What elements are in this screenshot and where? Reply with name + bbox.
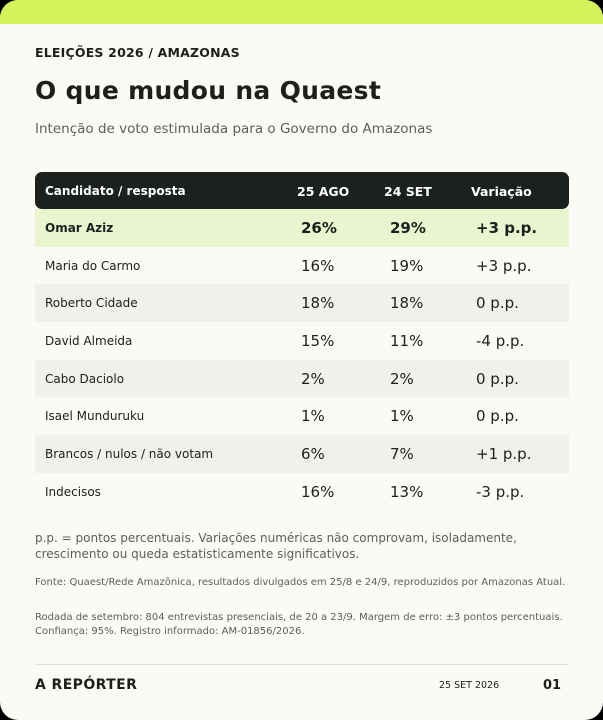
row-aug: 26% bbox=[301, 219, 337, 237]
row-aug: 1% bbox=[301, 407, 325, 426]
accent-bar bbox=[0, 0, 603, 24]
page-number: 01 bbox=[543, 678, 562, 693]
table-row: Indecisos 16% 13% -3 p.p. bbox=[35, 473, 569, 511]
methodology-note: Rodada de setembro: 804 entrevistas pres… bbox=[35, 612, 563, 637]
row-candidate: Isael Munduruku bbox=[45, 409, 145, 424]
row-candidate: Maria do Carmo bbox=[45, 258, 141, 273]
footer-divider bbox=[35, 664, 569, 665]
row-sep: 18% bbox=[390, 294, 424, 313]
table-row: Cabo Daciolo 2% 2% 0 p.p. bbox=[35, 359, 569, 398]
section-kicker: ELEIÇÕES 2026 / AMAZONAS bbox=[35, 45, 240, 60]
row-change: +3 p.p. bbox=[476, 256, 532, 275]
row-change: +3 p.p. bbox=[476, 219, 538, 237]
row-change: +1 p.p. bbox=[476, 445, 532, 464]
row-candidate: Brancos / nulos / não votam bbox=[45, 447, 214, 462]
row-candidate: Omar Aziz bbox=[45, 221, 114, 235]
row-sep: 1% bbox=[390, 407, 414, 426]
publish-date: 25 SET 2026 bbox=[439, 680, 500, 691]
row-aug: 16% bbox=[301, 256, 335, 275]
header-sep: 24 SET bbox=[384, 184, 432, 199]
poll-table: Candidato / resposta 25 AGO 24 SET Varia… bbox=[35, 172, 569, 511]
row-change: -3 p.p. bbox=[476, 482, 525, 501]
page-title: O que mudou na Quaest bbox=[35, 76, 382, 105]
table-row: David Almeida 15% 11% -4 p.p. bbox=[35, 322, 569, 360]
row-aug: 2% bbox=[301, 369, 325, 388]
row-candidate: David Almeida bbox=[45, 334, 133, 349]
row-candidate: Cabo Daciolo bbox=[45, 371, 125, 386]
row-sep: 13% bbox=[390, 482, 424, 501]
row-change: 0 p.p. bbox=[476, 294, 519, 313]
table-row: Maria do Carmo 16% 19% +3 p.p. bbox=[35, 247, 569, 285]
row-candidate: Indecisos bbox=[45, 484, 101, 499]
row-sep: 7% bbox=[390, 445, 414, 464]
table-row: Roberto Cidade 18% 18% 0 p.p. bbox=[35, 284, 569, 323]
row-change: 0 p.p. bbox=[476, 369, 519, 388]
footnote: p.p. = pontos percentuais. Variações num… bbox=[35, 531, 517, 561]
row-sep: 19% bbox=[390, 256, 424, 275]
table-header: Candidato / resposta 25 AGO 24 SET Varia… bbox=[35, 172, 569, 209]
header-change: Variação bbox=[471, 184, 532, 199]
row-sep: 2% bbox=[390, 369, 414, 388]
header-aug: 25 AGO bbox=[297, 184, 350, 199]
page-subtitle: Intenção de voto estimulada para o Gover… bbox=[35, 121, 433, 137]
table-row: Omar Aziz 26% 29% +3 p.p. bbox=[35, 209, 569, 247]
row-change: 0 p.p. bbox=[476, 407, 519, 426]
row-change: -4 p.p. bbox=[476, 332, 525, 351]
row-sep: 11% bbox=[390, 332, 424, 351]
row-sep: 29% bbox=[390, 219, 426, 237]
header-candidate: Candidato / resposta bbox=[45, 184, 186, 198]
source-note: Fonte: Quaest/Rede Amazônica, resultados… bbox=[35, 577, 566, 588]
row-aug: 6% bbox=[301, 445, 325, 464]
row-aug: 16% bbox=[301, 482, 335, 501]
table-row: Isael Munduruku 1% 1% 0 p.p. bbox=[35, 397, 569, 435]
brand-logo-text: A REPÓRTER bbox=[35, 677, 138, 693]
row-aug: 18% bbox=[301, 294, 335, 313]
table-row: Brancos / nulos / não votam 6% 7% +1 p.p… bbox=[35, 435, 569, 473]
row-candidate: Roberto Cidade bbox=[45, 296, 138, 311]
row-aug: 15% bbox=[301, 332, 335, 351]
